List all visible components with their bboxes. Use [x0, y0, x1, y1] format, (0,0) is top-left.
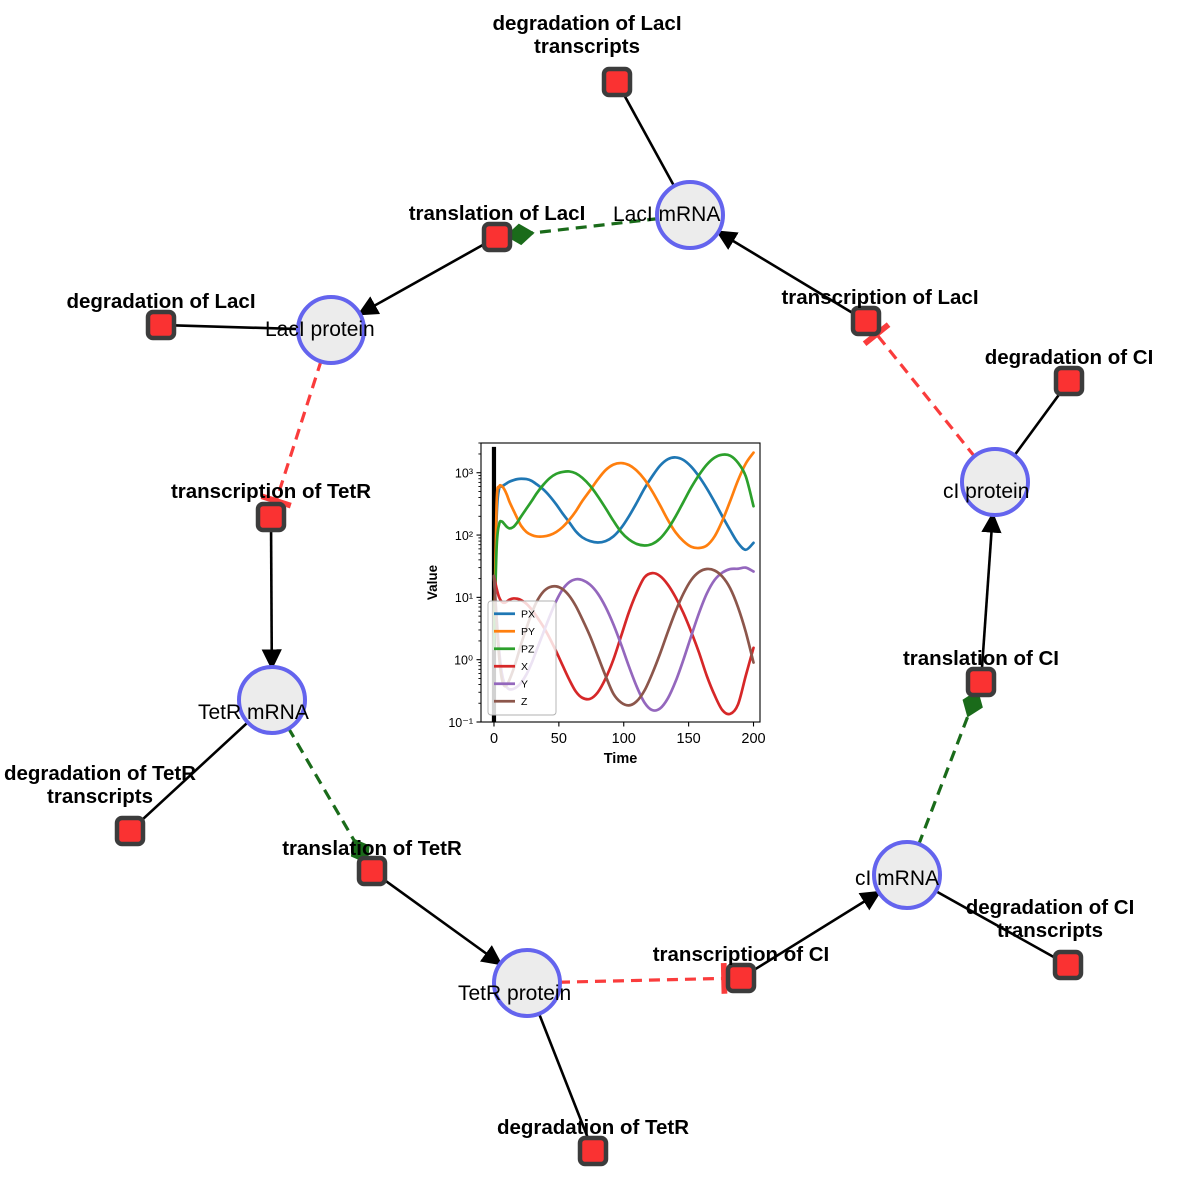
- transition-label-deg_ci_transcripts: degradation of CI transcripts: [965, 896, 1135, 942]
- inset-chart-svg: 10⁻¹ 10⁰ 10¹ 10² 10³ 0 50 100 150 200 Time Value PX P…: [425, 442, 766, 764]
- place-label-laci_protein: LacI protein: [265, 318, 375, 341]
- transition-node-deg_ci[interactable]: [1053, 365, 1085, 397]
- chart-xticklabel: 100: [612, 731, 636, 747]
- place-node-laci_mrna[interactable]: [655, 180, 725, 250]
- place-node-tetr_protein[interactable]: [492, 948, 562, 1018]
- place-node-laci_protein[interactable]: [296, 295, 366, 365]
- transition-label-translation_laci: translation of LacI: [408, 202, 586, 225]
- edge-production: [980, 511, 1002, 672]
- chart-xticklabel: 150: [677, 731, 701, 747]
- transition-node-transcription_laci[interactable]: [850, 305, 882, 337]
- edge-activation: [286, 726, 370, 864]
- edge-activation: [916, 689, 983, 846]
- transition-label-transcription_ci: transcription of CI: [652, 943, 830, 966]
- transition-label-deg_tetr: degradation of TetR: [496, 1116, 690, 1139]
- place-label-ci_mrna: cI mRNA: [855, 867, 939, 890]
- transition-node-deg_laci[interactable]: [145, 309, 177, 341]
- chart-legend-label-PX: PX: [521, 609, 535, 621]
- chart-ylabel: Value: [425, 564, 440, 600]
- edge-production: [380, 876, 503, 966]
- chart-legend-label-PY: PY: [521, 626, 535, 638]
- chart-legend-label-Z: Z: [521, 696, 528, 708]
- edge-production: [537, 1012, 591, 1142]
- transition-label-deg_laci_transcripts: degradation of LacI transcripts: [492, 12, 682, 58]
- edge-production: [261, 527, 282, 671]
- transition-label-deg_ci: degradation of CI: [984, 346, 1154, 369]
- place-label-laci_mrna: LacI mRNA: [613, 203, 721, 226]
- edge-production: [137, 720, 250, 825]
- place-label-ci_protein: cI protein: [943, 480, 1030, 503]
- edge-inhibition: [558, 962, 728, 994]
- chart-series-X: [492, 571, 755, 716]
- chart-yticklabel: 10⁰: [454, 653, 473, 667]
- chart-series-PZ: [492, 453, 755, 651]
- transition-label-deg_laci: degradation of LacI: [66, 290, 256, 313]
- chart-yticklabel: 10¹: [455, 591, 473, 605]
- chart-yticklabel: 10²: [455, 529, 473, 543]
- edge-production: [934, 889, 1060, 961]
- transition-label-translation_tetr: translation of TetR: [282, 837, 462, 860]
- chart-yticklabel: 10⁻¹: [448, 716, 473, 730]
- chart-xticklabel: 50: [551, 731, 567, 747]
- place-node-tetr_mrna[interactable]: [237, 665, 307, 735]
- chart-xlabel: Time: [604, 751, 638, 764]
- place-label-tetr_mrna: TetR mRNA: [198, 701, 309, 724]
- edge-production: [1012, 389, 1064, 457]
- place-node-ci_mrna[interactable]: [872, 840, 942, 910]
- edge-production: [621, 91, 676, 188]
- edge-production: [357, 241, 489, 316]
- transition-node-translation_ci[interactable]: [965, 666, 997, 698]
- chart-legend-label-X: X: [521, 661, 528, 673]
- place-node-ci_protein[interactable]: [960, 447, 1030, 517]
- chart-legend-label-PZ: PZ: [521, 644, 535, 656]
- transition-label-translation_ci: translation of CI: [902, 647, 1060, 670]
- edge-production: [749, 890, 882, 974]
- place-label-tetr_protein: TetR protein: [458, 982, 572, 1005]
- edge-production: [715, 230, 858, 317]
- chart-legend-box: [487, 600, 557, 716]
- transition-node-deg_laci_transcripts[interactable]: [601, 66, 633, 98]
- chart-yticklabel: 10³: [455, 467, 473, 481]
- transition-node-translation_laci[interactable]: [481, 221, 513, 253]
- transition-node-deg_tetr[interactable]: [577, 1135, 609, 1167]
- transition-node-deg_tetr_transcripts[interactable]: [114, 815, 146, 847]
- transition-label-deg_tetr_transcripts: degradation of TetR transcripts: [3, 762, 197, 808]
- inset-timecourse-chart: 10⁻¹ 10⁰ 10¹ 10² 10³ 0 50 100 150 200 Time Value PX P…: [419, 434, 771, 764]
- chart-xticklabel: 200: [741, 731, 765, 747]
- edge-layer: [137, 91, 1064, 1142]
- chart-legend-label-Y: Y: [521, 679, 528, 691]
- transition-node-translation_tetr[interactable]: [356, 855, 388, 887]
- edge-inhibition: [862, 322, 977, 459]
- transition-label-transcription_tetr: transcription of TetR: [170, 480, 372, 503]
- transition-node-transcription_tetr[interactable]: [255, 501, 287, 533]
- transition-node-transcription_ci[interactable]: [725, 962, 757, 994]
- edge-activation: [505, 217, 659, 246]
- transition-node-deg_ci_transcripts[interactable]: [1052, 949, 1084, 981]
- edge-production: [171, 324, 300, 331]
- edge-inhibition: [260, 359, 323, 509]
- transition-label-transcription_laci: transcription of LacI: [781, 286, 979, 309]
- node-layer: [114, 66, 1085, 1167]
- chart-xticklabel: 0: [490, 731, 498, 747]
